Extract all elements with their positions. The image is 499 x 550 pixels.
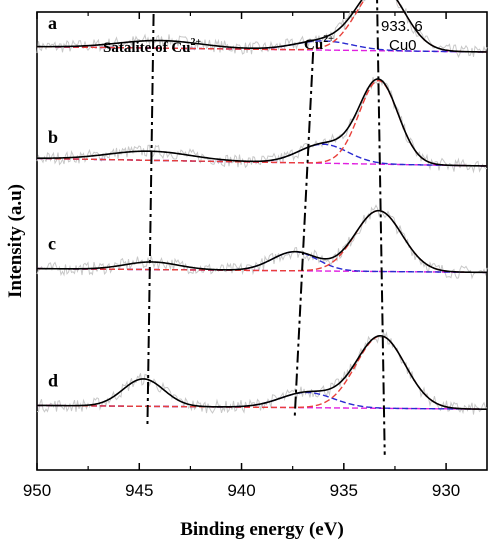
x-tick-label: 935 xyxy=(330,481,358,500)
fit-total-b xyxy=(37,78,488,167)
x-axis-ticks: 950 945 940 935 930 xyxy=(23,12,460,500)
fit-total-a xyxy=(37,0,488,53)
fit-total-d xyxy=(36,334,488,410)
raw-data-layer xyxy=(36,0,488,415)
x-axis-title: Binding energy (eV) xyxy=(180,519,344,540)
raw-spectrum-b xyxy=(36,76,488,174)
series-label-d: d xyxy=(48,370,58,390)
plot-frame xyxy=(36,11,488,471)
guide-lines-layer xyxy=(146,0,386,455)
x-tick-label: 940 xyxy=(227,481,255,500)
series-label-c: c xyxy=(48,234,56,254)
annotation-peak-position: 933. 6 xyxy=(381,18,423,35)
guide-line-cu0 xyxy=(376,0,386,455)
annotation-cu0: Cu0 xyxy=(389,37,417,54)
annotation-cu2: Cu2+ xyxy=(304,34,334,53)
series-label-b: b xyxy=(48,127,58,147)
raw-spectrum-a xyxy=(36,0,488,59)
fit-cu0-d xyxy=(36,335,488,410)
y-axis-title: Intensity (a.u) xyxy=(5,184,26,298)
guide-line-cu2+ xyxy=(293,51,315,417)
fit-total-c xyxy=(36,209,488,274)
fit-curves-layer xyxy=(36,0,488,410)
guide-line-satellite xyxy=(146,13,155,425)
fit-cu0-c xyxy=(36,209,488,274)
annotation-satellite: Satalite of Cu2+ xyxy=(103,37,202,56)
x-tick-label: 950 xyxy=(23,481,51,500)
x-tick-label: 945 xyxy=(125,481,153,500)
x-tick-label: 930 xyxy=(432,481,460,500)
series-label-a: a xyxy=(48,13,57,33)
series-labels: a b c d xyxy=(48,13,58,390)
